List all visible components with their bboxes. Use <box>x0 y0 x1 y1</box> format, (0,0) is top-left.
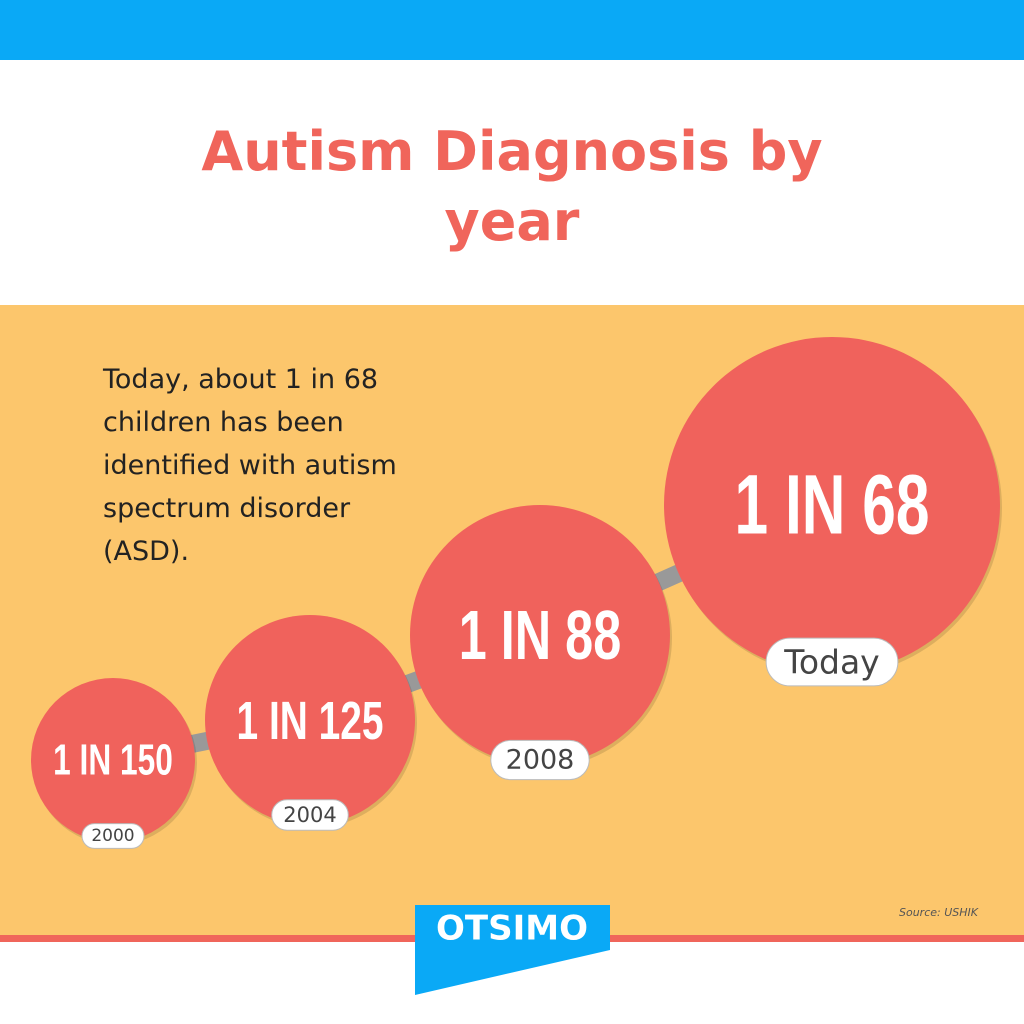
text-line: Today, about 1 in 68 <box>102 364 378 395</box>
text-line: identified with autism <box>103 450 397 481</box>
logo-badge <box>415 905 610 995</box>
ratio-label: 1 IN 68 <box>735 458 930 552</box>
brand: OTSIMO <box>436 909 588 949</box>
top-bar <box>0 0 1024 60</box>
year-label: 2000 <box>91 826 134 846</box>
text-line: children has been <box>103 407 344 438</box>
text-line: spectrum disorder <box>103 493 351 524</box>
circle <box>205 615 415 825</box>
ratio-label: 1 IN 125 <box>237 690 384 751</box>
circle <box>664 337 1000 673</box>
year-pill <box>81 823 145 849</box>
year-pill <box>271 799 349 831</box>
year-label: Today <box>783 643 879 682</box>
circles: 1 IN 150 2000 1 IN 125 2004 1 IN 88 2008 1 IN … <box>31 337 1002 849</box>
source: Source: USHIK <box>899 906 979 919</box>
ratio-label: 1 IN 150 <box>53 735 173 784</box>
year-label: 2008 <box>506 745 575 776</box>
text-line: year <box>445 190 580 253</box>
circle <box>31 678 195 842</box>
year-label: 2004 <box>283 803 336 827</box>
text-line: Autism Diagnosis by <box>201 120 822 183</box>
text-line: (ASD). <box>103 536 189 567</box>
title: Autism Diagnosis by year <box>201 120 822 253</box>
year-pill <box>765 637 899 687</box>
circle <box>410 505 670 765</box>
ratio-label: 1 IN 88 <box>459 596 621 674</box>
intro-text: Today, about 1 in 68 children has been ide… <box>102 364 397 567</box>
year-pill <box>490 739 590 781</box>
